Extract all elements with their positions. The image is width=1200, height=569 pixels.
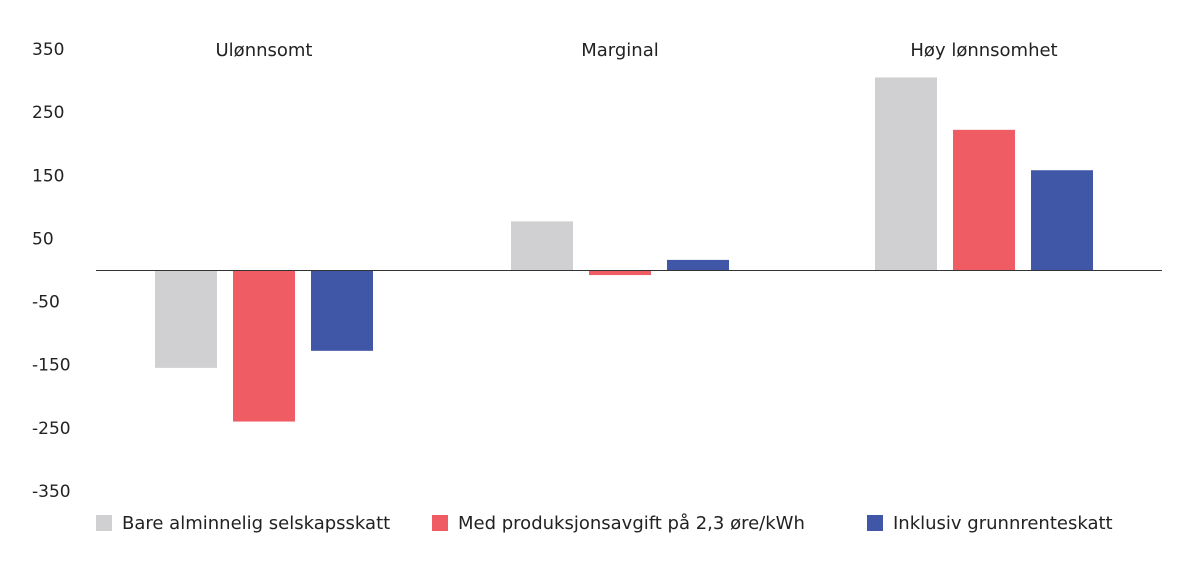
bar	[667, 259, 729, 270]
bar	[155, 270, 217, 368]
legend-swatch	[432, 515, 448, 531]
y-tick-label: 350	[32, 40, 64, 60]
y-tick-label: 150	[32, 166, 64, 186]
legend-label: Inklusiv grunnrenteskatt	[893, 513, 1113, 534]
legend-label: Bare alminnelig selskapsskatt	[122, 513, 390, 534]
category-label: Marginal	[581, 40, 659, 61]
bar	[1031, 170, 1093, 270]
legend-swatch	[867, 515, 883, 531]
category-labels: Ulønnsomt Marginal Høy lønnsomhet	[216, 40, 1058, 61]
y-tick-label: 250	[32, 103, 64, 123]
bar	[511, 221, 573, 270]
y-tick-label: -250	[32, 419, 71, 439]
category-label: Høy lønnsomhet	[910, 40, 1057, 61]
y-axis-ticks: 350 250 150 50 -50 -150 -250 -350	[32, 40, 71, 502]
bar	[589, 270, 651, 276]
bar	[953, 129, 1015, 270]
bars	[155, 77, 1093, 422]
y-tick-label: 50	[32, 229, 54, 249]
legend-label: Med produksjonsavgift på 2,3 øre/kWh	[458, 513, 805, 534]
bar	[875, 77, 937, 271]
bar	[311, 270, 373, 351]
legend-swatch	[96, 515, 112, 531]
legend: Bare alminnelig selskapsskatt Med produks…	[96, 513, 1113, 534]
category-label: Ulønnsomt	[216, 40, 313, 61]
y-tick-label: -150	[32, 356, 71, 376]
y-tick-label: -50	[32, 293, 60, 313]
y-tick-label: -350	[32, 482, 71, 502]
bar	[233, 270, 295, 422]
